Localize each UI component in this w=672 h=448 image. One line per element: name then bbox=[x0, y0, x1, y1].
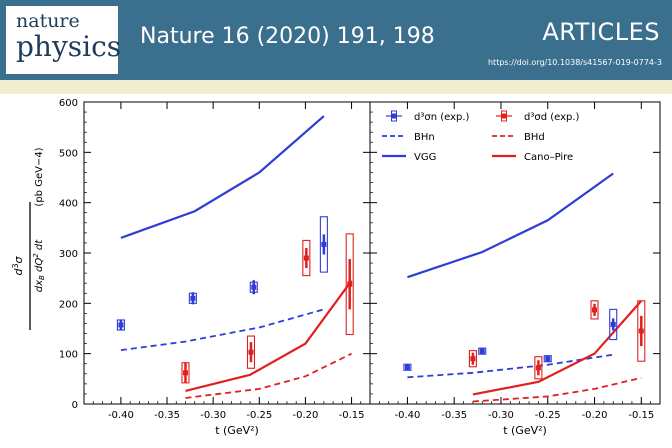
legend-label: d³σd (exp.) bbox=[524, 112, 580, 123]
systematic-box bbox=[637, 300, 646, 362]
legend-marker bbox=[501, 113, 507, 119]
x-tick-label: -0.25 bbox=[535, 410, 561, 421]
section-title: ARTICLES bbox=[542, 18, 660, 46]
data-point bbox=[321, 241, 327, 247]
journal-logo: nature physics bbox=[6, 6, 122, 74]
series-line-BHd bbox=[185, 352, 352, 399]
legend-marker bbox=[391, 113, 397, 119]
systematic-box bbox=[534, 356, 543, 380]
data-point bbox=[303, 255, 309, 261]
svg-text:dxB dQ2 dt: dxB dQ2 dt bbox=[32, 239, 46, 292]
systematic-box bbox=[609, 308, 618, 341]
x-tick-label: -0.20 bbox=[582, 410, 608, 421]
header-band bbox=[0, 80, 672, 94]
systematic-box bbox=[345, 233, 354, 336]
series-line-VGG bbox=[407, 172, 614, 279]
systematic-box bbox=[246, 335, 256, 369]
systematic-box bbox=[302, 239, 311, 277]
x-tick-label: -0.15 bbox=[339, 410, 365, 421]
legend-label: VGG bbox=[414, 152, 436, 163]
panel-right: -0.40 -0.35 -0.30 -0.25 -0.20 -0.15 t (GeV²) bbox=[369, 101, 661, 437]
data-point bbox=[610, 321, 616, 327]
series-line-BHn bbox=[407, 353, 614, 379]
legend-label: Cano–Pire bbox=[524, 152, 573, 163]
x-tick-label: -0.30 bbox=[200, 410, 226, 421]
logo-line-physics: physics bbox=[16, 30, 122, 63]
series-line-Cano–Pire bbox=[472, 300, 643, 396]
y-tick-label: 500 bbox=[59, 148, 78, 159]
systematic-box bbox=[319, 216, 328, 273]
x-tick-label: -0.35 bbox=[154, 410, 180, 421]
systematic-box bbox=[468, 350, 477, 368]
doi-link[interactable]: https://doi.org/10.1038/s41567-019-0774-… bbox=[487, 58, 662, 67]
svg-text:d3σ: d3σ bbox=[11, 255, 25, 275]
data-point bbox=[118, 322, 124, 328]
figure-panel: d3σ dxB dQ2 dt (pb GeV−4) -0.40 -0.35 -0.3… bbox=[0, 94, 672, 443]
x-tick-label: -0.40 bbox=[394, 410, 420, 421]
series-line-BHn bbox=[120, 308, 325, 352]
y-tick-label: 0 bbox=[72, 400, 78, 411]
x-tick-label: -0.25 bbox=[246, 410, 272, 421]
x-tick-label: -0.35 bbox=[441, 410, 467, 421]
x-tick-label: -0.30 bbox=[488, 410, 514, 421]
data-point bbox=[404, 364, 410, 370]
data-point bbox=[182, 370, 188, 376]
series-line-VGG bbox=[120, 115, 325, 239]
x-axis-label: t (GeV²) bbox=[215, 424, 259, 437]
legend-label: BHn bbox=[414, 132, 435, 143]
data-point bbox=[251, 284, 257, 290]
y-tick-label: 200 bbox=[59, 299, 78, 310]
data-point bbox=[535, 365, 541, 371]
data-point bbox=[545, 356, 551, 362]
data-point bbox=[479, 348, 485, 354]
x-tick-label: -0.15 bbox=[628, 410, 654, 421]
systematic-box bbox=[590, 300, 599, 320]
legend: d³σn (exp.) d³σd (exp.) BHn BHd VGG Cano–Pire bbox=[382, 110, 580, 163]
y-tick-label: 100 bbox=[59, 350, 78, 361]
legend-label: BHd bbox=[524, 132, 545, 143]
journal-reference: Nature 16 (2020) 191, 198 bbox=[140, 24, 435, 49]
series-line-Cano–Pire bbox=[185, 280, 353, 392]
data-point bbox=[592, 307, 598, 313]
legend-label: d³σn (exp.) bbox=[414, 112, 470, 123]
y-tick-label: 600 bbox=[59, 98, 78, 109]
y-tick-label: 400 bbox=[59, 199, 78, 210]
x-tick-label: -0.40 bbox=[108, 410, 134, 421]
cross-section-chart: d3σ dxB dQ2 dt (pb GeV−4) -0.40 -0.35 -0.3… bbox=[11, 98, 661, 437]
x-axis-label: t (GeV²) bbox=[503, 424, 547, 437]
data-point bbox=[190, 295, 196, 301]
y-axis-units: (pb GeV−4) bbox=[34, 147, 45, 206]
data-point bbox=[470, 356, 476, 362]
y-tick-label: 300 bbox=[59, 249, 78, 260]
panel-left: -0.40 -0.35 -0.30 -0.25 -0.20 -0.15 0 100 200 300… bbox=[59, 98, 371, 437]
x-tick-label: -0.20 bbox=[292, 410, 318, 421]
y-axis-title: d3σ dxB dQ2 dt (pb GeV−4) bbox=[11, 147, 46, 330]
plot-frame bbox=[369, 101, 661, 405]
data-point bbox=[248, 349, 254, 355]
data-point bbox=[347, 281, 353, 287]
data-point bbox=[638, 328, 644, 334]
logo-line-nature: nature bbox=[16, 10, 80, 32]
journal-header: nature physics Nature 16 (2020) 191, 198… bbox=[0, 0, 672, 80]
